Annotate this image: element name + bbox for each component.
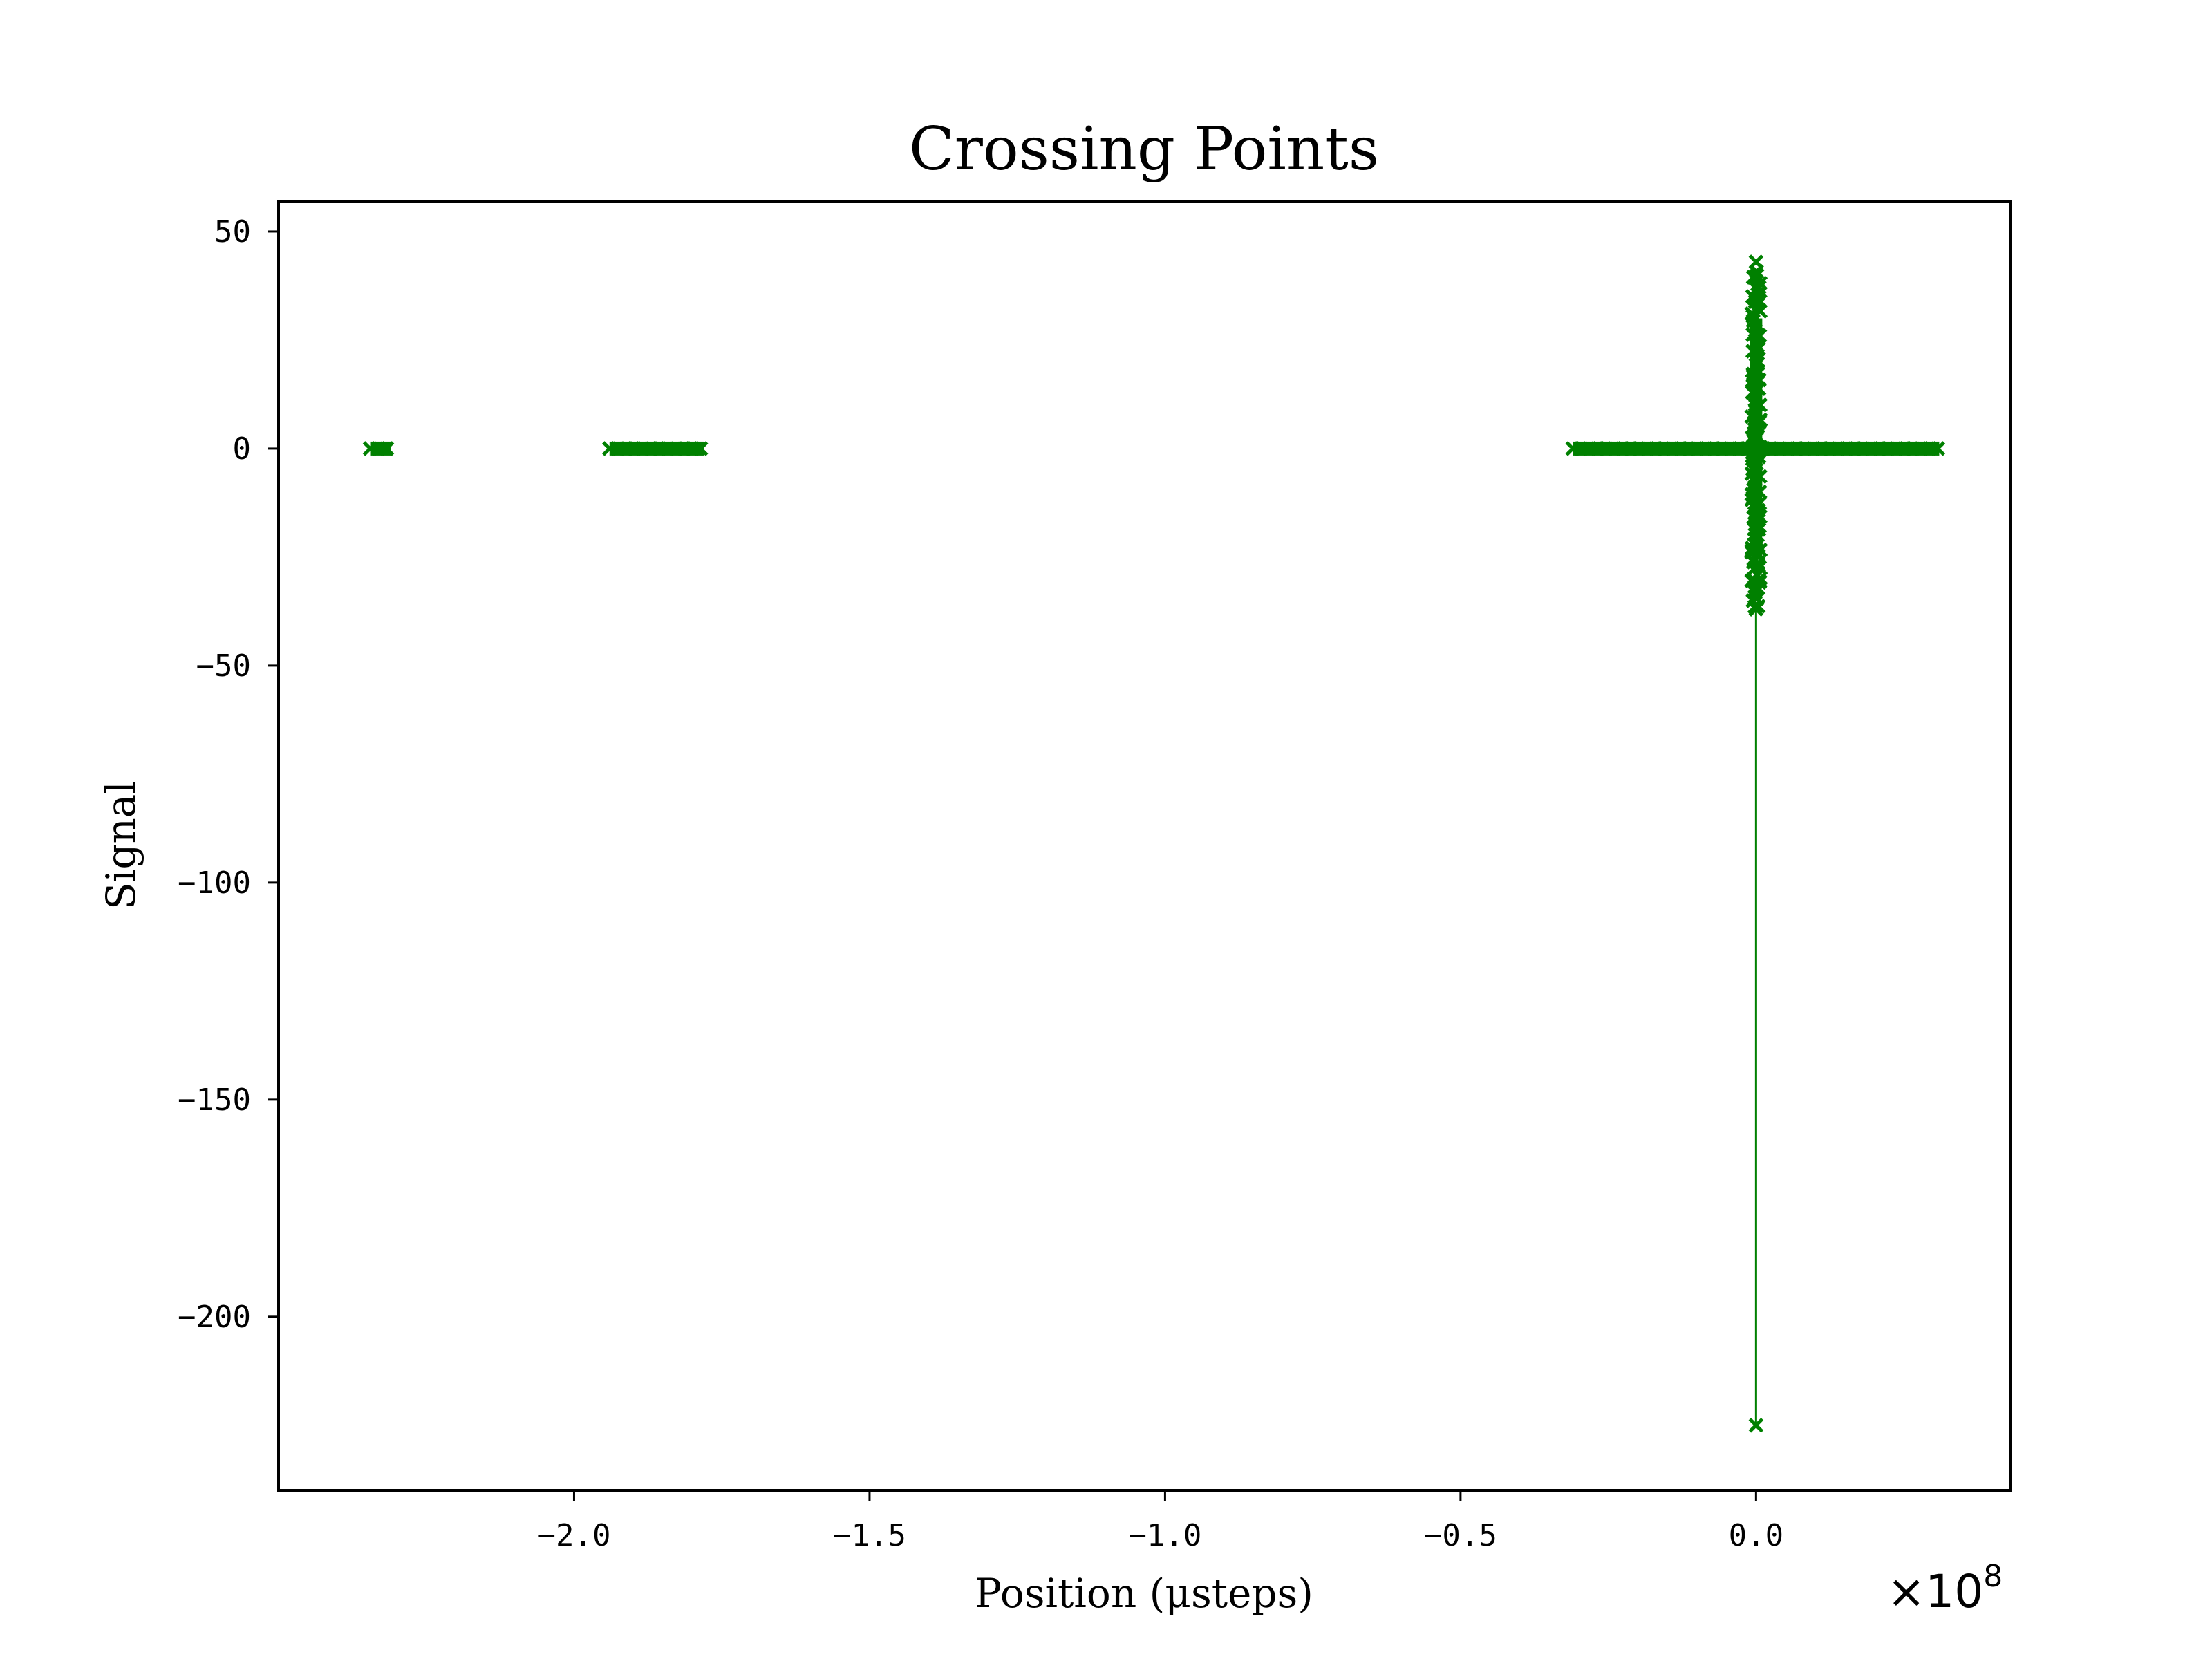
data-point [1930,441,1946,456]
x-axis-label: Position (μsteps) [975,1570,1313,1617]
data-point [1749,443,1764,458]
y-tick-label: 50 [214,214,251,250]
data-point [1748,601,1764,617]
data-point [1746,415,1762,431]
data-point [1750,581,1766,596]
x-tick-label: −0.5 [1424,1518,1497,1553]
x-tick-label: −2.0 [537,1518,610,1553]
data-point [1745,572,1761,587]
data-point [1750,327,1765,343]
x-offset-base: ×10 [1887,1565,1983,1618]
data-point [1746,433,1761,449]
data-point [1745,366,1761,382]
data-point [1744,466,1760,482]
data-point [1744,306,1760,321]
data-point [1749,505,1765,521]
y-tick-label: −50 [196,648,251,684]
data-layer [362,254,1946,1433]
chart-title: Crossing Points [909,115,1379,184]
data-point [1750,556,1765,571]
x-tick-label: −1.5 [833,1518,906,1553]
y-tick-label: −100 [178,865,251,901]
data-point [379,441,395,456]
x-axis: −2.0 −1.5 −1.0 −0.5 0.0 [537,1490,1783,1553]
data-point [1750,268,1765,283]
data-point [1750,538,1765,553]
x-tick-label: 0.0 [1729,1518,1783,1553]
data-point [1748,1418,1764,1433]
data-point [1752,293,1768,309]
data-point [1748,347,1764,363]
data-point [1746,521,1762,537]
data-point [1747,589,1763,605]
data-point [1747,485,1763,501]
y-axis-label: Signal [97,781,144,910]
x-offset-exponent: 8 [1983,1559,2003,1594]
x-tick-label: −1.0 [1128,1518,1201,1553]
axes-frame [277,200,2012,1492]
data-point [1748,254,1764,270]
data-point [1750,522,1765,537]
data-point [1752,397,1768,413]
y-tick-label: 0 [233,431,252,467]
y-tick-label: −200 [178,1300,251,1335]
data-point [693,441,709,456]
y-tick-label: −150 [178,1082,251,1118]
data-point [1752,469,1768,484]
y-axis: 50 0 −50 −100 −150 −200 [178,214,279,1335]
data-point [1748,397,1763,413]
data-point [1750,282,1765,297]
x-axis-offset-label: ×108 [1887,1559,2003,1618]
